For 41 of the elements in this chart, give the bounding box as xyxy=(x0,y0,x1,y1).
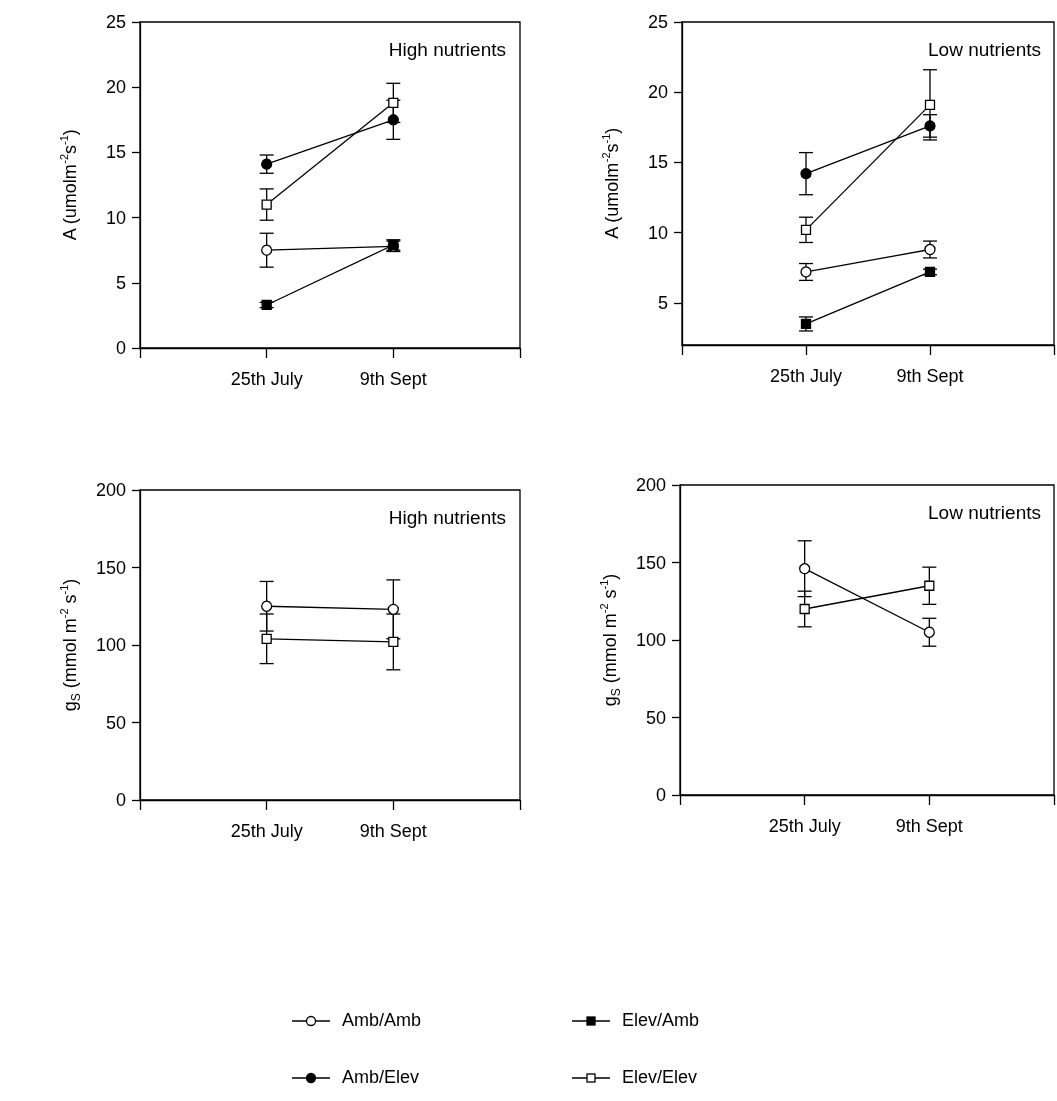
y-tick-label: 150 xyxy=(95,557,126,578)
x-tick-label: 25th July xyxy=(768,816,841,836)
y-tick-label: 10 xyxy=(105,207,126,228)
legend-label: Elev/Amb xyxy=(622,1010,700,1031)
y-tick-label: 200 xyxy=(95,480,126,500)
y-tick-label: 50 xyxy=(105,712,126,733)
y-tick-label: 15 xyxy=(647,152,668,173)
annotation: High nutrients xyxy=(388,39,507,60)
annotation: Low nutrients xyxy=(927,502,1042,523)
y-axis-title: A (umolm-2s-1) xyxy=(599,127,622,239)
y-tick-label: 15 xyxy=(105,142,126,163)
y-tick-label: 10 xyxy=(647,222,668,243)
x-tick-label: 25th July xyxy=(230,369,303,389)
y-tick-label: 25 xyxy=(647,12,668,32)
legend-label: Amb/Amb xyxy=(342,1010,422,1031)
y-tick-label: 0 xyxy=(115,790,126,810)
x-tick-label: 25th July xyxy=(230,821,303,841)
y-axis-title: gS (mmol m-2 s-1) xyxy=(57,578,83,712)
y-tick-label: 0 xyxy=(655,785,666,805)
y-tick-label: 5 xyxy=(657,292,668,313)
y-tick-label: 0 xyxy=(115,338,126,358)
x-tick-label: 9th Sept xyxy=(359,369,427,389)
y-tick-label: 100 xyxy=(635,630,666,650)
y-tick-label: 100 xyxy=(95,635,126,655)
y-tick-label: 5 xyxy=(115,272,126,293)
x-tick-label: 9th Sept xyxy=(895,816,963,836)
x-tick-label: 9th Sept xyxy=(896,366,964,386)
y-axis-title: gS (mmol m-2 s-1) xyxy=(597,573,623,707)
y-tick-label: 20 xyxy=(647,82,668,103)
y-tick-label: 200 xyxy=(635,475,666,495)
y-tick-label: 25 xyxy=(105,12,126,32)
annotation: High nutrients xyxy=(388,507,507,528)
x-tick-label: 9th Sept xyxy=(359,821,427,841)
annotation: Low nutrients xyxy=(927,39,1042,60)
y-tick-label: 50 xyxy=(645,707,666,728)
y-tick-label: 150 xyxy=(635,552,666,573)
y-tick-label: 20 xyxy=(105,77,126,98)
legend-label: Elev/Elev xyxy=(622,1067,698,1088)
y-axis-title: A (umolm-2s-1) xyxy=(57,129,80,241)
x-tick-label: 25th July xyxy=(769,366,843,386)
legend-label: Amb/Elev xyxy=(342,1067,420,1088)
